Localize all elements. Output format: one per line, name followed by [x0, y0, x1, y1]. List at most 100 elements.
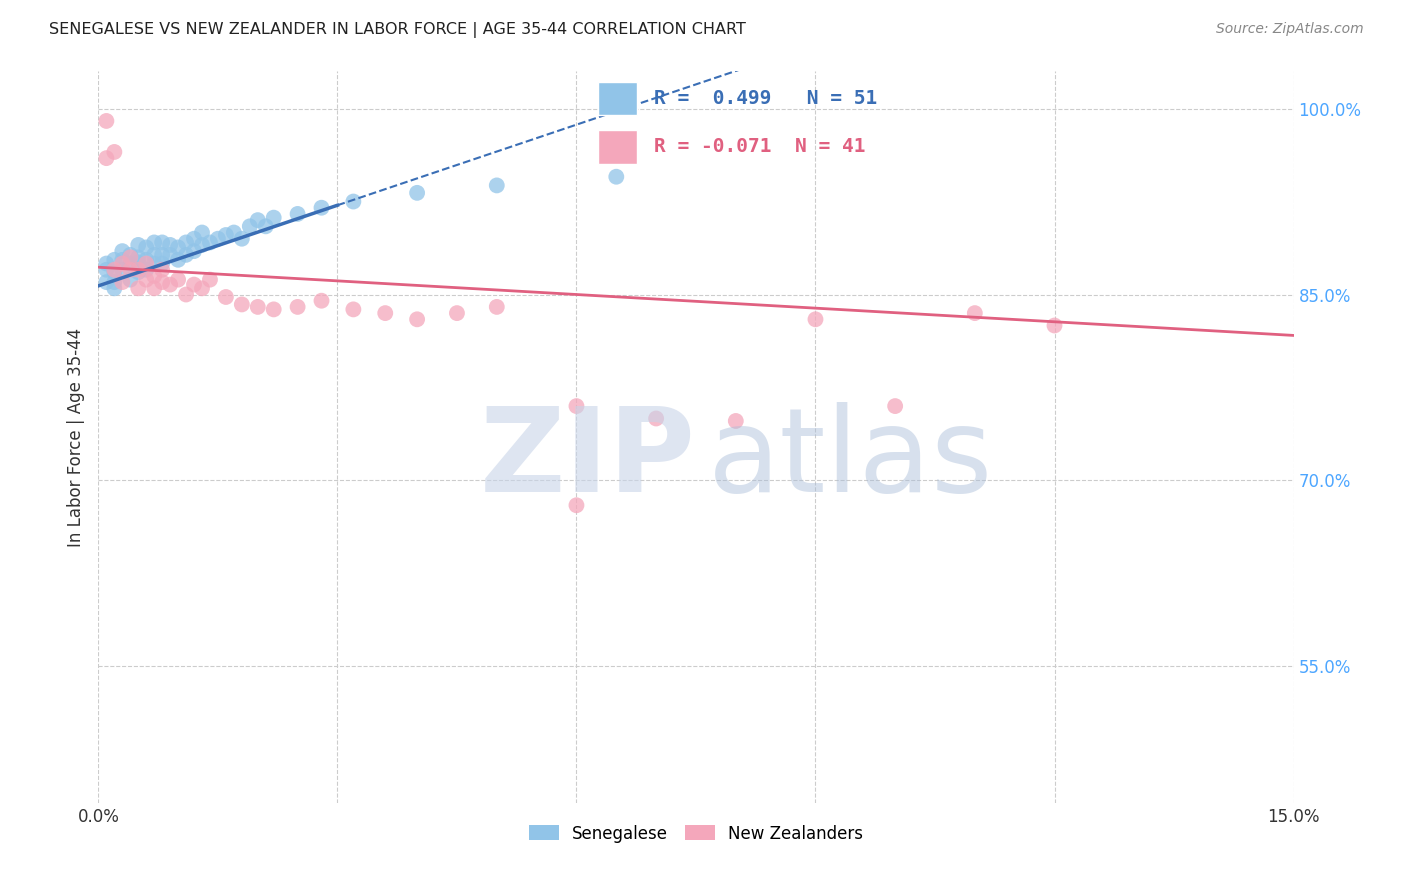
Point — [174, 248, 197, 262]
Point — [127, 238, 149, 252]
Point — [485, 178, 508, 193]
Point — [311, 293, 333, 308]
Point — [884, 399, 907, 413]
Point — [374, 306, 396, 320]
Point — [191, 226, 214, 240]
Point — [120, 256, 142, 270]
Point — [183, 277, 205, 292]
Point — [120, 250, 142, 264]
Point — [565, 399, 588, 413]
Point — [183, 244, 205, 259]
Point — [150, 275, 173, 289]
Point — [207, 232, 229, 246]
Point — [724, 414, 747, 428]
Point — [159, 277, 181, 292]
Point — [111, 275, 134, 289]
Point — [342, 194, 364, 209]
Point — [150, 256, 173, 270]
Point — [246, 300, 269, 314]
Point — [143, 281, 166, 295]
Legend: Senegalese, New Zealanders: Senegalese, New Zealanders — [522, 818, 870, 849]
Point — [135, 272, 157, 286]
Point — [222, 226, 245, 240]
Point — [565, 498, 588, 512]
Point — [191, 281, 214, 295]
Text: R = -0.071  N = 41: R = -0.071 N = 41 — [654, 136, 866, 156]
Point — [198, 272, 221, 286]
Y-axis label: In Labor Force | Age 35-44: In Labor Force | Age 35-44 — [66, 327, 84, 547]
Point — [96, 262, 118, 277]
Point — [127, 255, 149, 269]
Point — [231, 297, 253, 311]
Point — [215, 227, 238, 242]
Point — [159, 248, 181, 262]
Point — [127, 250, 149, 264]
Text: ZIP: ZIP — [479, 401, 696, 516]
Point — [406, 186, 429, 200]
Point — [263, 211, 285, 225]
Point — [103, 281, 125, 295]
Point — [231, 232, 253, 246]
Point — [135, 240, 157, 254]
Point — [963, 306, 986, 320]
Point — [127, 265, 149, 279]
Point — [96, 114, 118, 128]
Point — [804, 312, 827, 326]
Point — [605, 169, 627, 184]
Point — [103, 145, 125, 159]
Text: atlas: atlas — [709, 401, 993, 516]
Point — [1043, 318, 1066, 333]
Point — [135, 256, 157, 270]
Point — [167, 240, 190, 254]
Point — [96, 256, 118, 270]
Point — [311, 201, 333, 215]
Point — [446, 306, 468, 320]
Point — [246, 213, 269, 227]
Point — [239, 219, 262, 234]
Point — [103, 265, 125, 279]
Point — [96, 151, 118, 165]
Point — [174, 235, 197, 250]
Point — [120, 272, 142, 286]
Point — [342, 302, 364, 317]
Point — [406, 312, 429, 326]
Point — [254, 219, 277, 234]
Point — [120, 248, 142, 262]
Point — [103, 275, 125, 289]
Point — [215, 290, 238, 304]
Point — [143, 235, 166, 250]
Point — [96, 275, 118, 289]
Point — [120, 262, 142, 277]
Text: R =  0.499   N = 51: R = 0.499 N = 51 — [654, 88, 877, 108]
Text: Source: ZipAtlas.com: Source: ZipAtlas.com — [1216, 22, 1364, 37]
Point — [127, 262, 149, 277]
Point — [150, 235, 173, 250]
Point — [287, 300, 309, 314]
Point — [485, 300, 508, 314]
Point — [135, 252, 157, 267]
Point — [183, 232, 205, 246]
Point — [111, 244, 134, 259]
Point — [135, 262, 157, 277]
FancyBboxPatch shape — [599, 130, 637, 163]
Point — [127, 281, 149, 295]
Point — [645, 411, 668, 425]
Point — [287, 207, 309, 221]
Point — [103, 262, 125, 277]
Point — [150, 248, 173, 262]
Point — [150, 262, 173, 277]
Point — [143, 268, 166, 283]
Point — [198, 235, 221, 250]
Point — [111, 256, 134, 270]
Point — [174, 287, 197, 301]
Point — [191, 238, 214, 252]
FancyBboxPatch shape — [599, 82, 637, 115]
Point — [111, 252, 134, 267]
Point — [159, 238, 181, 252]
Text: SENEGALESE VS NEW ZEALANDER IN LABOR FORCE | AGE 35-44 CORRELATION CHART: SENEGALESE VS NEW ZEALANDER IN LABOR FOR… — [49, 22, 747, 38]
Point — [103, 252, 125, 267]
Point — [111, 262, 134, 277]
Point — [167, 272, 190, 286]
Point — [143, 256, 166, 270]
Point — [167, 252, 190, 267]
